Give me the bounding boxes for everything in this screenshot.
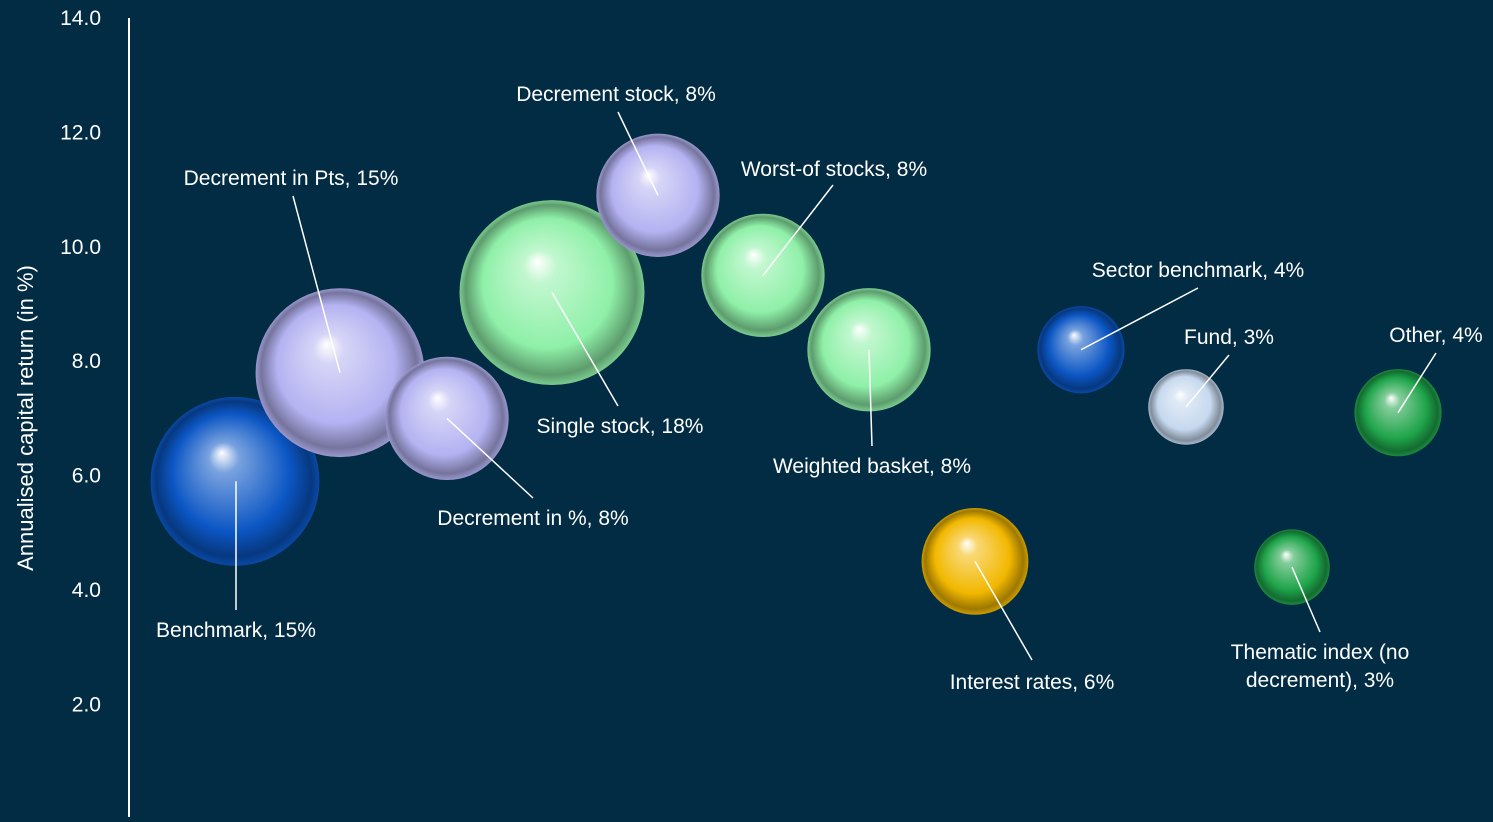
y-tick-label: 12.0: [60, 121, 101, 144]
leader-line: [1080, 287, 1199, 351]
leader-line: [617, 111, 659, 196]
leader-line: [292, 195, 341, 373]
data-label: Decrement in Pts, 15%: [184, 167, 399, 190]
data-label: Sector benchmark, 4%: [1092, 259, 1304, 282]
leader-line: [974, 561, 1033, 661]
y-axis: 14.0 12.0 10.0 8.0 6.0 4.0 2.0: [60, 7, 130, 817]
leader-line: [1397, 352, 1437, 414]
data-label: Benchmark, 15%: [156, 619, 316, 642]
leader-line: [1291, 566, 1321, 633]
data-label: Decrement stock, 8%: [516, 83, 716, 106]
y-tick-label: 8.0: [72, 350, 101, 373]
bubble: [1148, 369, 1224, 445]
y-tick-label: 10.0: [60, 236, 101, 259]
y-tick-label: 6.0: [72, 465, 101, 488]
y-tick-label: 4.0: [72, 579, 101, 602]
data-label: Single stock, 18%: [537, 415, 704, 438]
data-label: Thematic index (no decrement), 3%: [1231, 641, 1410, 692]
bubble-layer: [150, 133, 1442, 615]
leader-line: [446, 417, 534, 499]
leader-line: [868, 349, 873, 447]
leader-line: [551, 292, 619, 407]
leader-line: [762, 184, 834, 276]
data-label: Decrement in %, 8%: [437, 507, 628, 530]
data-label: Fund, 3%: [1184, 326, 1274, 349]
data-label: Worst-of stocks, 8%: [741, 158, 927, 181]
data-label: Other, 4%: [1389, 324, 1482, 347]
data-label: Interest rates, 6%: [950, 671, 1115, 694]
leader-line: [1185, 354, 1230, 408]
data-labels: Benchmark, 15% Decrement in Pts, 15% Decre…: [156, 83, 1483, 694]
y-axis-title: Annualised capital return (in %): [13, 265, 38, 571]
data-label: Weighted basket, 8%: [773, 455, 971, 478]
bubble: [150, 396, 320, 566]
leader-lines: [235, 111, 1437, 661]
y-tick-label: 2.0: [72, 693, 101, 716]
y-tick-label: 14.0: [60, 7, 101, 30]
